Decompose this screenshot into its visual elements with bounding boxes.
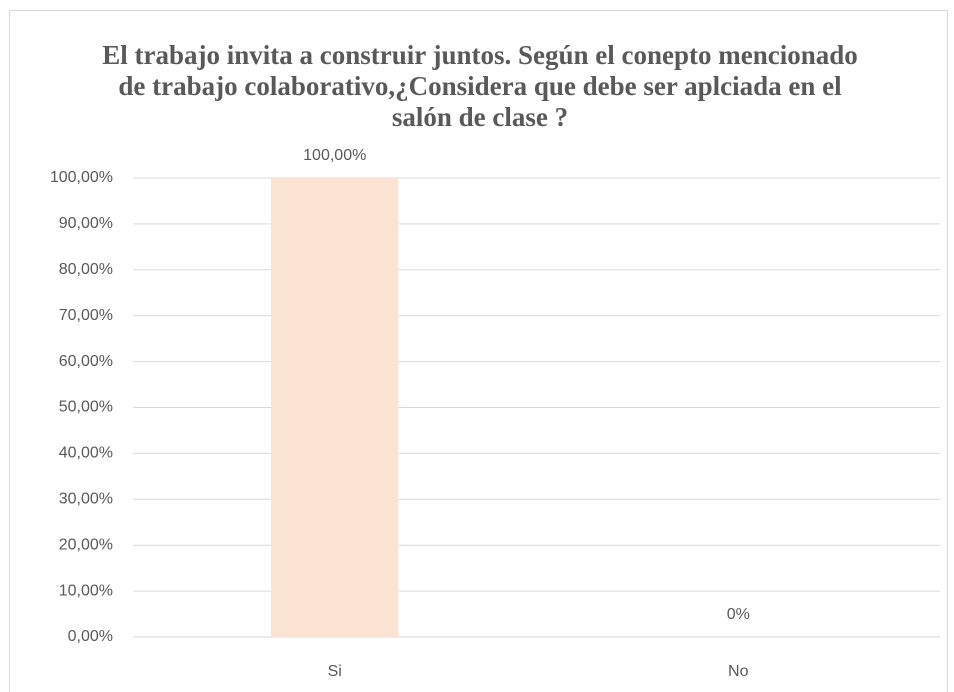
x-tick-label: Si <box>328 663 342 680</box>
data-label: 100,00% <box>303 147 366 164</box>
y-tick-label: 0,00% <box>68 628 113 645</box>
chart-title: El trabajo invita a construir juntos. Se… <box>102 40 858 132</box>
y-tick-label: 100,00% <box>50 169 113 186</box>
x-tick-label: No <box>728 663 749 680</box>
y-tick-label: 80,00% <box>59 261 113 278</box>
chart-border <box>9 10 948 692</box>
data-label: 0% <box>727 606 750 623</box>
y-tick-label: 30,00% <box>59 491 113 508</box>
y-tick-label: 20,00% <box>59 536 113 553</box>
y-tick-label: 40,00% <box>59 445 113 462</box>
bar <box>270 178 399 637</box>
y-tick-label: 50,00% <box>59 399 113 416</box>
y-tick-label: 10,00% <box>59 582 113 599</box>
y-tick-label: 90,00% <box>59 215 113 232</box>
y-tick-label: 60,00% <box>59 353 113 370</box>
y-tick-label: 70,00% <box>59 307 113 324</box>
